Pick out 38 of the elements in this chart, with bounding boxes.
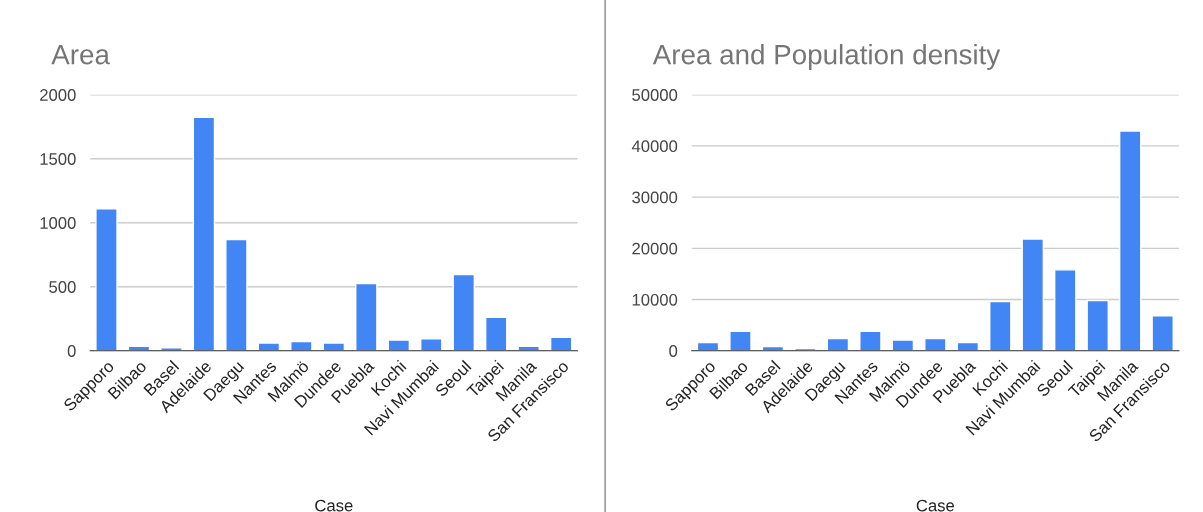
bar bbox=[729, 330, 752, 351]
y-tick-label: 40000 bbox=[631, 140, 678, 153]
bar bbox=[484, 316, 508, 351]
bar bbox=[257, 342, 281, 351]
y-tick-label: 20000 bbox=[632, 242, 678, 255]
y-tick-label: 30000 bbox=[632, 191, 678, 204]
y-tick-label: 0 bbox=[67, 345, 76, 357]
bar bbox=[387, 339, 411, 351]
y-tick-label: 500 bbox=[49, 281, 76, 293]
bar bbox=[891, 339, 915, 351]
y-tick-label: 10000 bbox=[632, 293, 678, 306]
bar bbox=[1054, 269, 1077, 351]
chart-title: Area and Population density bbox=[652, 44, 1001, 70]
y-tick-label: 50000 bbox=[632, 89, 678, 101]
bar bbox=[826, 337, 850, 351]
bar bbox=[989, 300, 1012, 351]
bar bbox=[859, 330, 882, 351]
x-axis-title: Case bbox=[916, 499, 955, 512]
y-tick-label: 1000 bbox=[40, 217, 76, 229]
bar bbox=[322, 342, 346, 351]
x-axis-title: Case bbox=[315, 499, 353, 512]
bar bbox=[1021, 238, 1045, 351]
bar bbox=[290, 340, 313, 351]
y-tick-label: 0 bbox=[669, 345, 678, 357]
y-tick-label: 2000 bbox=[40, 89, 76, 101]
bar bbox=[549, 336, 573, 351]
bar bbox=[420, 337, 443, 351]
bar bbox=[225, 238, 248, 351]
bar bbox=[355, 282, 378, 351]
chart-title: Area bbox=[51, 45, 110, 65]
bar bbox=[1151, 315, 1174, 351]
bar bbox=[1086, 299, 1109, 351]
bar bbox=[95, 208, 118, 351]
bar bbox=[452, 273, 476, 351]
y-tick-label: 1500 bbox=[40, 153, 76, 165]
bar bbox=[192, 116, 216, 351]
bar bbox=[1118, 130, 1142, 351]
bar bbox=[924, 337, 947, 351]
